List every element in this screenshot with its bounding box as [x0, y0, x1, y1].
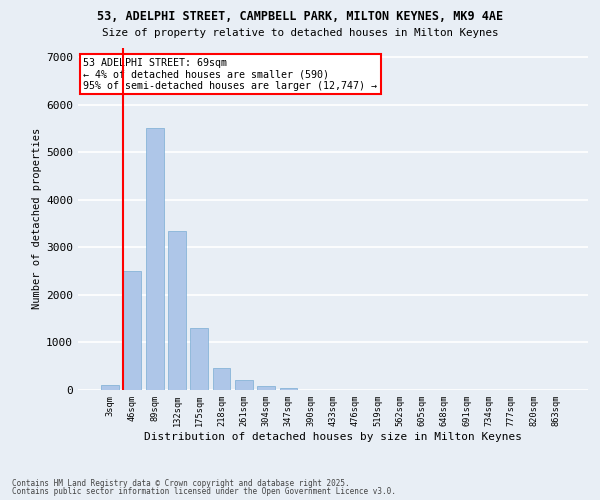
Text: 53 ADELPHI STREET: 69sqm
← 4% of detached houses are smaller (590)
95% of semi-d: 53 ADELPHI STREET: 69sqm ← 4% of detache… [83, 58, 377, 91]
Bar [168, 230, 186, 390]
Y-axis label: Number of detached properties: Number of detached properties [32, 128, 42, 310]
Bar [124, 271, 142, 390]
Text: Size of property relative to detached houses in Milton Keynes: Size of property relative to detached ho… [102, 28, 498, 38]
X-axis label: Distribution of detached houses by size in Milton Keynes: Distribution of detached houses by size … [144, 432, 522, 442]
Text: Contains public sector information licensed under the Open Government Licence v3: Contains public sector information licen… [12, 487, 396, 496]
Bar [257, 386, 275, 390]
Bar [212, 368, 230, 390]
Bar [235, 380, 253, 390]
Text: 53, ADELPHI STREET, CAMPBELL PARK, MILTON KEYNES, MK9 4AE: 53, ADELPHI STREET, CAMPBELL PARK, MILTO… [97, 10, 503, 23]
Bar [101, 385, 119, 390]
Bar [146, 128, 164, 390]
Bar [190, 328, 208, 390]
Bar [280, 388, 298, 390]
Text: Contains HM Land Registry data © Crown copyright and database right 2025.: Contains HM Land Registry data © Crown c… [12, 478, 350, 488]
